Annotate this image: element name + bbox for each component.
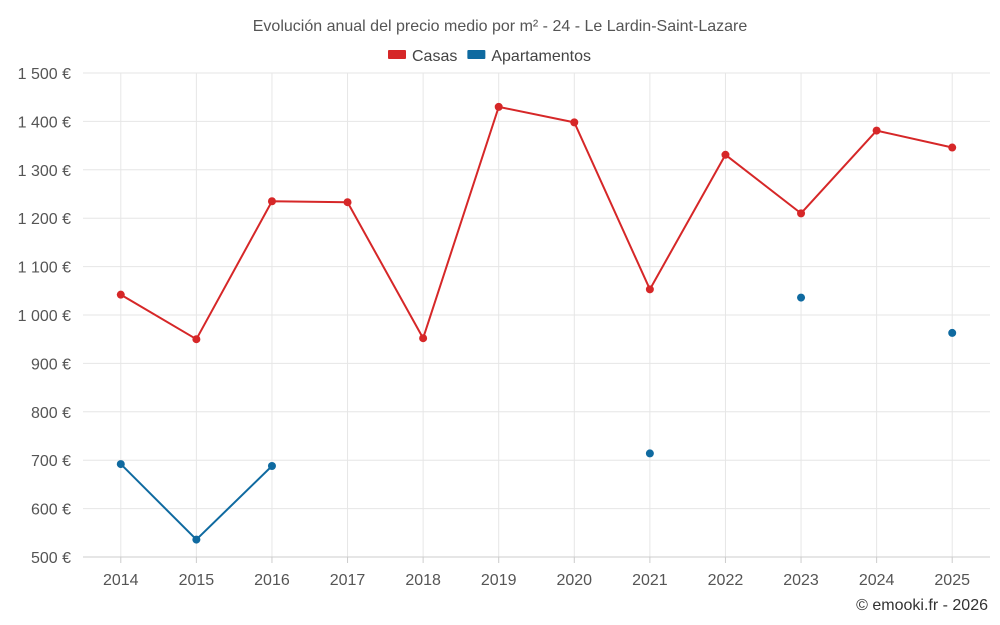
- data-point-casas[interactable]: [872, 126, 881, 135]
- data-point-casas[interactable]: [570, 118, 579, 127]
- series-apartamentos: [116, 293, 957, 544]
- x-tick-label: 2017: [330, 572, 366, 589]
- x-tick-label: 2014: [103, 572, 139, 589]
- data-point-casas[interactable]: [116, 290, 125, 299]
- x-tick-label: 2024: [859, 572, 895, 589]
- legend-item-casas[interactable]: Casas: [388, 48, 457, 65]
- legend-swatch: [388, 50, 406, 59]
- data-point-casas[interactable]: [343, 198, 352, 207]
- series-casas: [116, 102, 957, 344]
- data-point-apartamentos[interactable]: [645, 449, 654, 458]
- series-line-casas: [120, 105, 953, 341]
- y-tick-label: 700 €: [31, 453, 71, 470]
- data-point-casas[interactable]: [645, 285, 654, 294]
- x-tick-label: 2023: [783, 572, 819, 589]
- legend-label: Casas: [412, 48, 457, 65]
- legend: Casas Apartamentos: [388, 48, 591, 65]
- y-tick-label: 1 200 €: [18, 211, 71, 228]
- x-tick-label: 2016: [254, 572, 290, 589]
- data-point-casas[interactable]: [494, 102, 503, 111]
- data-point-casas[interactable]: [948, 143, 957, 152]
- y-tick-label: 1 500 €: [18, 66, 71, 83]
- y-tick-label: 1 100 €: [18, 260, 71, 277]
- x-tick-label: 2015: [179, 572, 215, 589]
- chart-title: Evolución anual del precio medio por m² …: [253, 18, 748, 35]
- legend-item-apartamentos[interactable]: Apartamentos: [467, 48, 591, 65]
- x-tick-label: 2025: [934, 572, 970, 589]
- y-tick-label: 1 300 €: [18, 163, 71, 180]
- y-tick-label: 500 €: [31, 550, 71, 567]
- y-tick-label: 1 400 €: [18, 114, 71, 131]
- credit-text: © emooki.fr - 2026: [856, 597, 988, 614]
- data-point-apartamentos[interactable]: [797, 293, 806, 302]
- data-point-casas[interactable]: [721, 150, 730, 159]
- y-tick-label: 600 €: [31, 502, 71, 519]
- data-point-casas[interactable]: [419, 334, 428, 343]
- data-point-apartamentos[interactable]: [948, 328, 957, 337]
- legend-label: Apartamentos: [491, 48, 591, 65]
- data-point-apartamentos[interactable]: [192, 535, 201, 544]
- data-point-casas[interactable]: [192, 335, 201, 344]
- data-point-apartamentos[interactable]: [267, 462, 276, 471]
- x-tick-label: 2022: [708, 572, 744, 589]
- y-tick-label: 1 000 €: [18, 308, 71, 325]
- x-tick-label: 2020: [556, 572, 592, 589]
- y-axis: 500 € 600 € 700 € 800 € 900 € 1 000 € 1 100 € 1…: [18, 66, 71, 567]
- y-tick-label: 800 €: [31, 405, 71, 422]
- x-tick-label: 2018: [405, 572, 441, 589]
- series-layer: [116, 102, 957, 544]
- data-point-casas[interactable]: [267, 197, 276, 206]
- x-tick-label: 2019: [481, 572, 517, 589]
- x-axis: 2014 2015 2016 2017 2018 2019 2020 2021 2022 2023…: [83, 556, 990, 589]
- x-tick-label: 2021: [632, 572, 668, 589]
- y-tick-label: 900 €: [31, 356, 71, 373]
- data-point-apartamentos[interactable]: [116, 460, 125, 469]
- data-point-casas[interactable]: [797, 209, 806, 218]
- legend-swatch: [467, 50, 486, 59]
- gridlines: [83, 72, 990, 558]
